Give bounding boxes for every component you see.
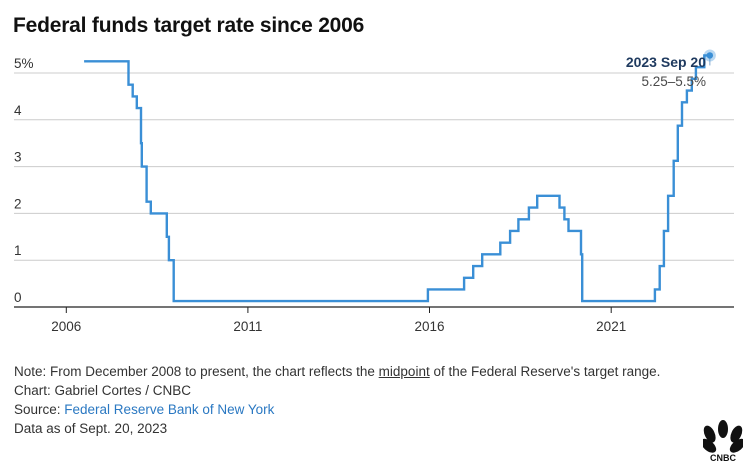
- annotation-date-label: 2023 Sep 20: [626, 54, 706, 70]
- svg-text:CNBC: CNBC: [710, 453, 736, 463]
- x-tick-label: 2011: [233, 319, 262, 334]
- x-axis-tick-labels: 2006 2011 2016 2021: [51, 319, 626, 334]
- source-link[interactable]: Federal Reserve Bank of New York: [64, 402, 275, 417]
- note-suffix: of the Federal Reserve's target range.: [429, 364, 661, 379]
- series-line: [84, 54, 710, 303]
- line-chart: 0 1 2 3 4 5% 2006 2011 2016 2021 2023 Sep 20 5.2…: [14, 49, 734, 334]
- annotation-point: [706, 52, 714, 59]
- y-tick-label: 1: [14, 243, 22, 258]
- credit-text: Chart: Gabriel Cortes / CNBC: [14, 383, 192, 398]
- cnbc-logo: CNBC: [703, 420, 743, 463]
- y-tick-label: 3: [14, 150, 22, 165]
- y-tick-label: 4: [14, 103, 22, 118]
- x-tick-label: 2016: [414, 319, 444, 334]
- y-tick-label: 2: [14, 196, 22, 211]
- y-axis-tick-labels: 0 1 2 3 4 5%: [14, 56, 34, 305]
- gridlines: [14, 72, 734, 313]
- x-tick-label: 2006: [51, 319, 81, 334]
- note-prefix: Note: From December 2008 to present, the…: [14, 364, 379, 379]
- note-text: Note: From December 2008 to present, the…: [14, 362, 714, 381]
- source-prefix: Source:: [14, 402, 65, 417]
- note-midpoint: midpoint: [378, 364, 430, 379]
- annotation-group: 2023 Sep 20 5.25–5.5%: [626, 49, 716, 89]
- data-as-of: Data as of Sept. 20, 2023: [14, 421, 168, 436]
- annotation-range-label: 5.25–5.5%: [641, 74, 706, 89]
- series-group: [84, 54, 710, 303]
- chart-title: Federal funds target rate since 2006: [13, 14, 365, 37]
- y-tick-label: 5%: [14, 56, 34, 71]
- y-tick-label: 0: [14, 290, 22, 305]
- chart-footer: Note: From December 2008 to present, the…: [14, 362, 714, 438]
- source-text: Source: Federal Reserve Bank of New York: [14, 400, 714, 419]
- x-tick-label: 2021: [596, 319, 626, 334]
